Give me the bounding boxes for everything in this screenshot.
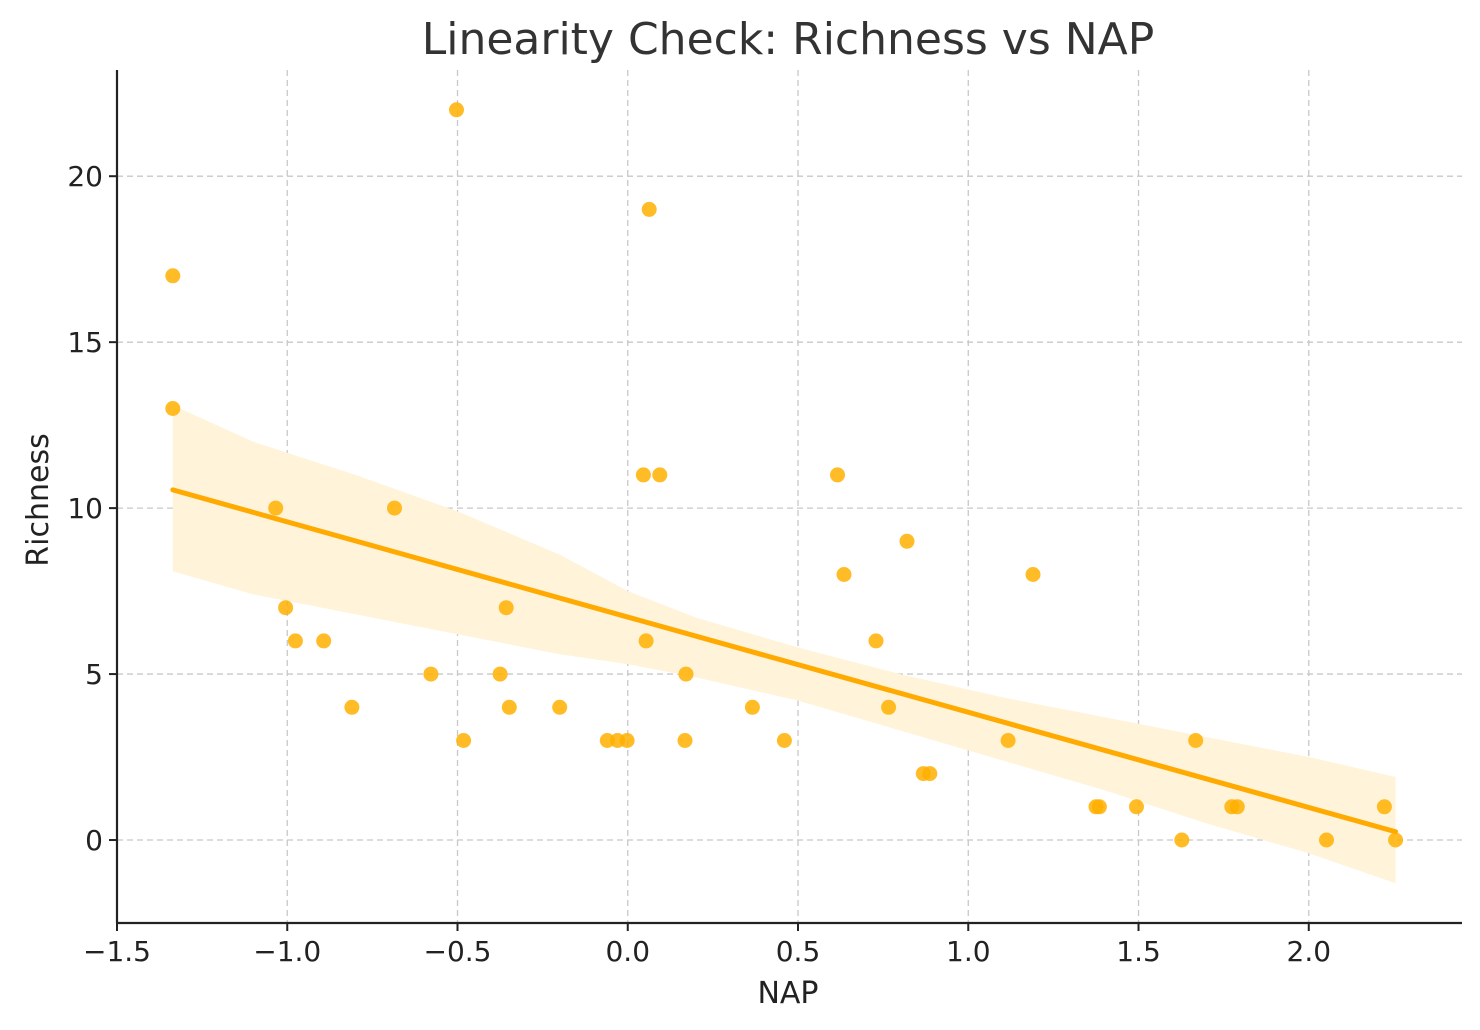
data-point (776, 733, 792, 748)
data-point (165, 401, 181, 416)
confidence-band (172, 405, 1396, 884)
data-point (287, 633, 303, 649)
data-point (456, 733, 472, 748)
x-axis-label: NAP (757, 976, 818, 1011)
data-point (449, 102, 464, 118)
data-point (836, 567, 852, 582)
data-point (881, 699, 897, 715)
x-tick-label: 0.5 (776, 935, 821, 968)
data-point (619, 733, 635, 748)
data-point (635, 467, 651, 483)
y-tick-label: 0 (85, 824, 103, 857)
data-point (316, 633, 332, 649)
data-point (1188, 733, 1204, 748)
data-point (922, 766, 938, 782)
data-point (830, 467, 845, 483)
data-point (638, 633, 654, 649)
x-tick-label: −0.5 (424, 935, 492, 968)
data-point (1174, 832, 1190, 848)
chart-title: Linearity Check: Richness vs NAP (422, 14, 1155, 65)
regression-line (170, 487, 1399, 835)
x-tick-label: 1.0 (946, 935, 991, 968)
data-point (423, 666, 439, 682)
data-point (1319, 832, 1334, 848)
data-point (387, 500, 402, 516)
data-point (552, 699, 568, 715)
data-point (492, 666, 508, 682)
data-point (1025, 567, 1041, 582)
ticks: −1.5 −1.0 −0.5 0.0 0.5 1.0 1.5 2.0 0 5 10 15 20 (67, 160, 1331, 968)
data-point (677, 733, 693, 748)
data-point (1388, 832, 1404, 848)
data-point (744, 699, 760, 715)
data-point (498, 600, 514, 616)
data-point (268, 500, 284, 516)
regression-line-group (170, 487, 1399, 835)
data-point (1376, 799, 1392, 815)
data-point (1000, 733, 1016, 748)
data-point (278, 600, 294, 616)
x-tick-label: −1.0 (253, 935, 321, 968)
x-tick-label: 2.0 (1287, 935, 1332, 968)
data-points (165, 102, 1404, 848)
y-axis-label: Richness (21, 433, 56, 566)
x-tick-label: 1.5 (1116, 935, 1161, 968)
data-point (501, 699, 517, 715)
data-point (1129, 799, 1144, 815)
data-point (678, 666, 694, 682)
data-point (344, 699, 360, 715)
data-point (165, 268, 181, 284)
y-tick-label: 20 (67, 160, 103, 193)
data-point (652, 467, 668, 483)
confidence-band-area (172, 405, 1396, 884)
y-tick-label: 10 (67, 492, 103, 525)
axes (115, 70, 1462, 925)
x-tick-label: −1.5 (83, 935, 151, 968)
data-point (1229, 799, 1245, 815)
y-tick-label: 15 (67, 326, 103, 359)
x-tick-label: 0.0 (605, 935, 650, 968)
data-point (1091, 799, 1107, 815)
data-point (641, 201, 657, 217)
data-point (868, 633, 884, 649)
data-point (899, 533, 915, 549)
y-tick-label: 5 (85, 658, 103, 691)
